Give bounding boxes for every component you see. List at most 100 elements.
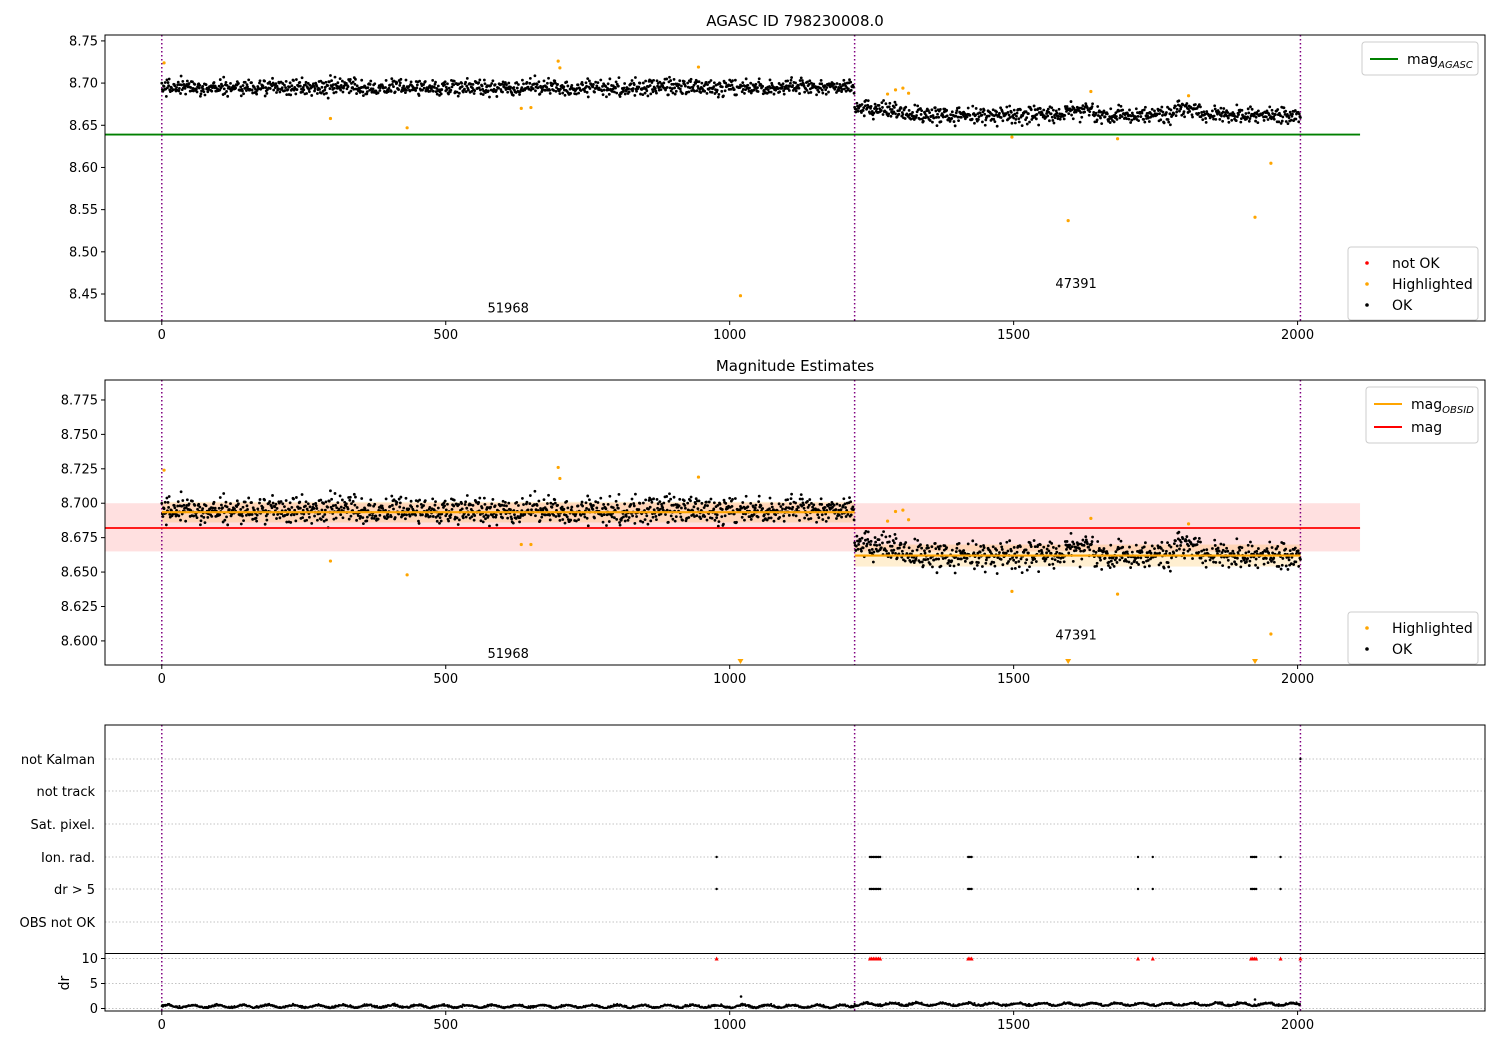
- highlighted-point: [519, 542, 523, 547]
- flag-point: [1136, 887, 1140, 891]
- highlighted-point: [405, 126, 409, 130]
- dr-high-marker: [1150, 956, 1155, 961]
- y-tick-label: 8.725: [61, 462, 98, 477]
- highlighted-point: [162, 468, 166, 472]
- highlighted-point: [885, 519, 890, 523]
- x-tick-label: 500: [433, 672, 458, 687]
- highlighted-point: [1186, 94, 1191, 98]
- flag-row-label: not Kalman: [21, 753, 95, 768]
- flag-row-label: not track: [36, 785, 95, 800]
- dr-outlier: [1253, 998, 1257, 1001]
- highlighted-point: [1089, 516, 1093, 520]
- panel-1-title: AGASC ID 798230008.0: [706, 12, 884, 30]
- highlighted-point: [519, 106, 523, 110]
- x-tick-label: 500: [433, 1018, 458, 1033]
- panel-agasc-magnitude: AGASC ID 798230008.0 51968 47391 0 500 1000…: [69, 12, 1486, 343]
- dr-axis-label: dr: [57, 975, 73, 990]
- flag-row-label: Ion. rad.: [41, 851, 95, 866]
- panel-1-point-legend: not OK Highlighted OK: [1347, 246, 1479, 321]
- legend-point-label: OK: [1392, 298, 1413, 314]
- obsid-label: 47391: [1055, 629, 1096, 644]
- panel-flags-and-dr: not Kalman not track Sat. pixel. Ion. rad. d…: [20, 724, 1486, 1033]
- highlighted-point: [529, 542, 533, 547]
- highlighted-point: [696, 65, 701, 69]
- highlighted-point: [1010, 589, 1014, 593]
- y-tick-label: 8.55: [69, 203, 98, 218]
- flag-point: [1136, 855, 1140, 859]
- panel-2-highlighted-points: [162, 465, 1273, 664]
- flag-point: [1299, 757, 1302, 761]
- dr-outlier: [739, 995, 743, 998]
- panel-1-highlighted-points: [162, 59, 1273, 298]
- below-range-marker: [1252, 659, 1258, 664]
- highlighted-point: [901, 508, 905, 512]
- x-tick-label: 2000: [1281, 672, 1314, 687]
- highlighted-point: [885, 92, 890, 96]
- flag-point: [1249, 887, 1253, 891]
- x-tick-label: 1000: [713, 328, 746, 343]
- x-tick-label: 0: [158, 328, 166, 343]
- flag-row-label: Sat. pixel.: [31, 818, 95, 833]
- dr-high-marker: [969, 956, 974, 961]
- highlighted-point: [1253, 215, 1257, 219]
- flag-point: [1151, 887, 1154, 891]
- flag-point: [1151, 855, 1154, 859]
- x-tick-label: 2000: [1281, 328, 1314, 343]
- flag-point: [967, 887, 970, 891]
- obsid-label: 51968: [488, 302, 529, 317]
- flag-row-label: OBS not OK: [20, 916, 96, 931]
- legend-point-label: not OK: [1392, 256, 1440, 272]
- highlighted-point: [1186, 522, 1191, 526]
- x-tick-label: 0: [158, 672, 166, 687]
- flag-point: [875, 887, 878, 891]
- highlighted-point: [1269, 161, 1273, 165]
- flag-point: [1254, 887, 1258, 891]
- flag-point: [873, 887, 877, 891]
- panel-3-frame: [104, 724, 1486, 1012]
- x-tick-label: 1500: [997, 328, 1030, 343]
- flag-point: [868, 887, 872, 891]
- flag-point: [1249, 855, 1253, 859]
- dr-high-marker: [1254, 956, 1259, 961]
- y-tick-label: 8.50: [69, 245, 98, 260]
- legend-line-label: magOBSID: [1411, 397, 1474, 416]
- flag-point: [878, 855, 882, 859]
- highlighted-point: [901, 86, 905, 90]
- flag-point: [868, 855, 872, 859]
- highlighted-point: [696, 475, 701, 479]
- highlighted-point: [556, 465, 560, 470]
- highlighted-point: [162, 61, 166, 65]
- flag-point: [970, 887, 973, 891]
- y-tick-label: 8.600: [61, 634, 98, 649]
- dr-high-marker: [714, 956, 719, 961]
- flag-point: [870, 887, 873, 891]
- dr-tick-label: 10: [81, 952, 98, 967]
- panel-1-line-legend: magAGASC: [1361, 41, 1479, 76]
- highlighted-point: [1115, 592, 1120, 596]
- highlighted-point: [1089, 89, 1093, 94]
- dr-high-marker: [1278, 956, 1283, 961]
- flag-point: [1251, 887, 1254, 891]
- legend-line-label: mag: [1411, 420, 1442, 436]
- flag-point: [1279, 887, 1282, 891]
- highlighted-point: [893, 509, 898, 514]
- highlighted-point: [405, 573, 409, 577]
- highlighted-point: [906, 91, 911, 95]
- panel-2-title: Magnitude Estimates: [716, 357, 874, 375]
- y-tick-label: 8.70: [69, 77, 98, 92]
- obsid-label: 47391: [1055, 277, 1096, 292]
- x-tick-label: 500: [433, 328, 458, 343]
- y-tick-label: 8.65: [69, 119, 98, 134]
- dr-high-marker: [1298, 956, 1303, 961]
- highlighted-point: [328, 559, 333, 563]
- flag-point: [870, 855, 873, 859]
- y-tick-label: 8.775: [61, 393, 98, 408]
- highlighted-point: [738, 294, 743, 298]
- legend-point-label: Highlighted: [1392, 621, 1473, 637]
- flag-point: [1279, 855, 1282, 859]
- flag-point: [872, 855, 875, 859]
- flag-point: [877, 855, 880, 859]
- x-tick-label: 1000: [713, 1018, 746, 1033]
- flag-point: [715, 887, 718, 891]
